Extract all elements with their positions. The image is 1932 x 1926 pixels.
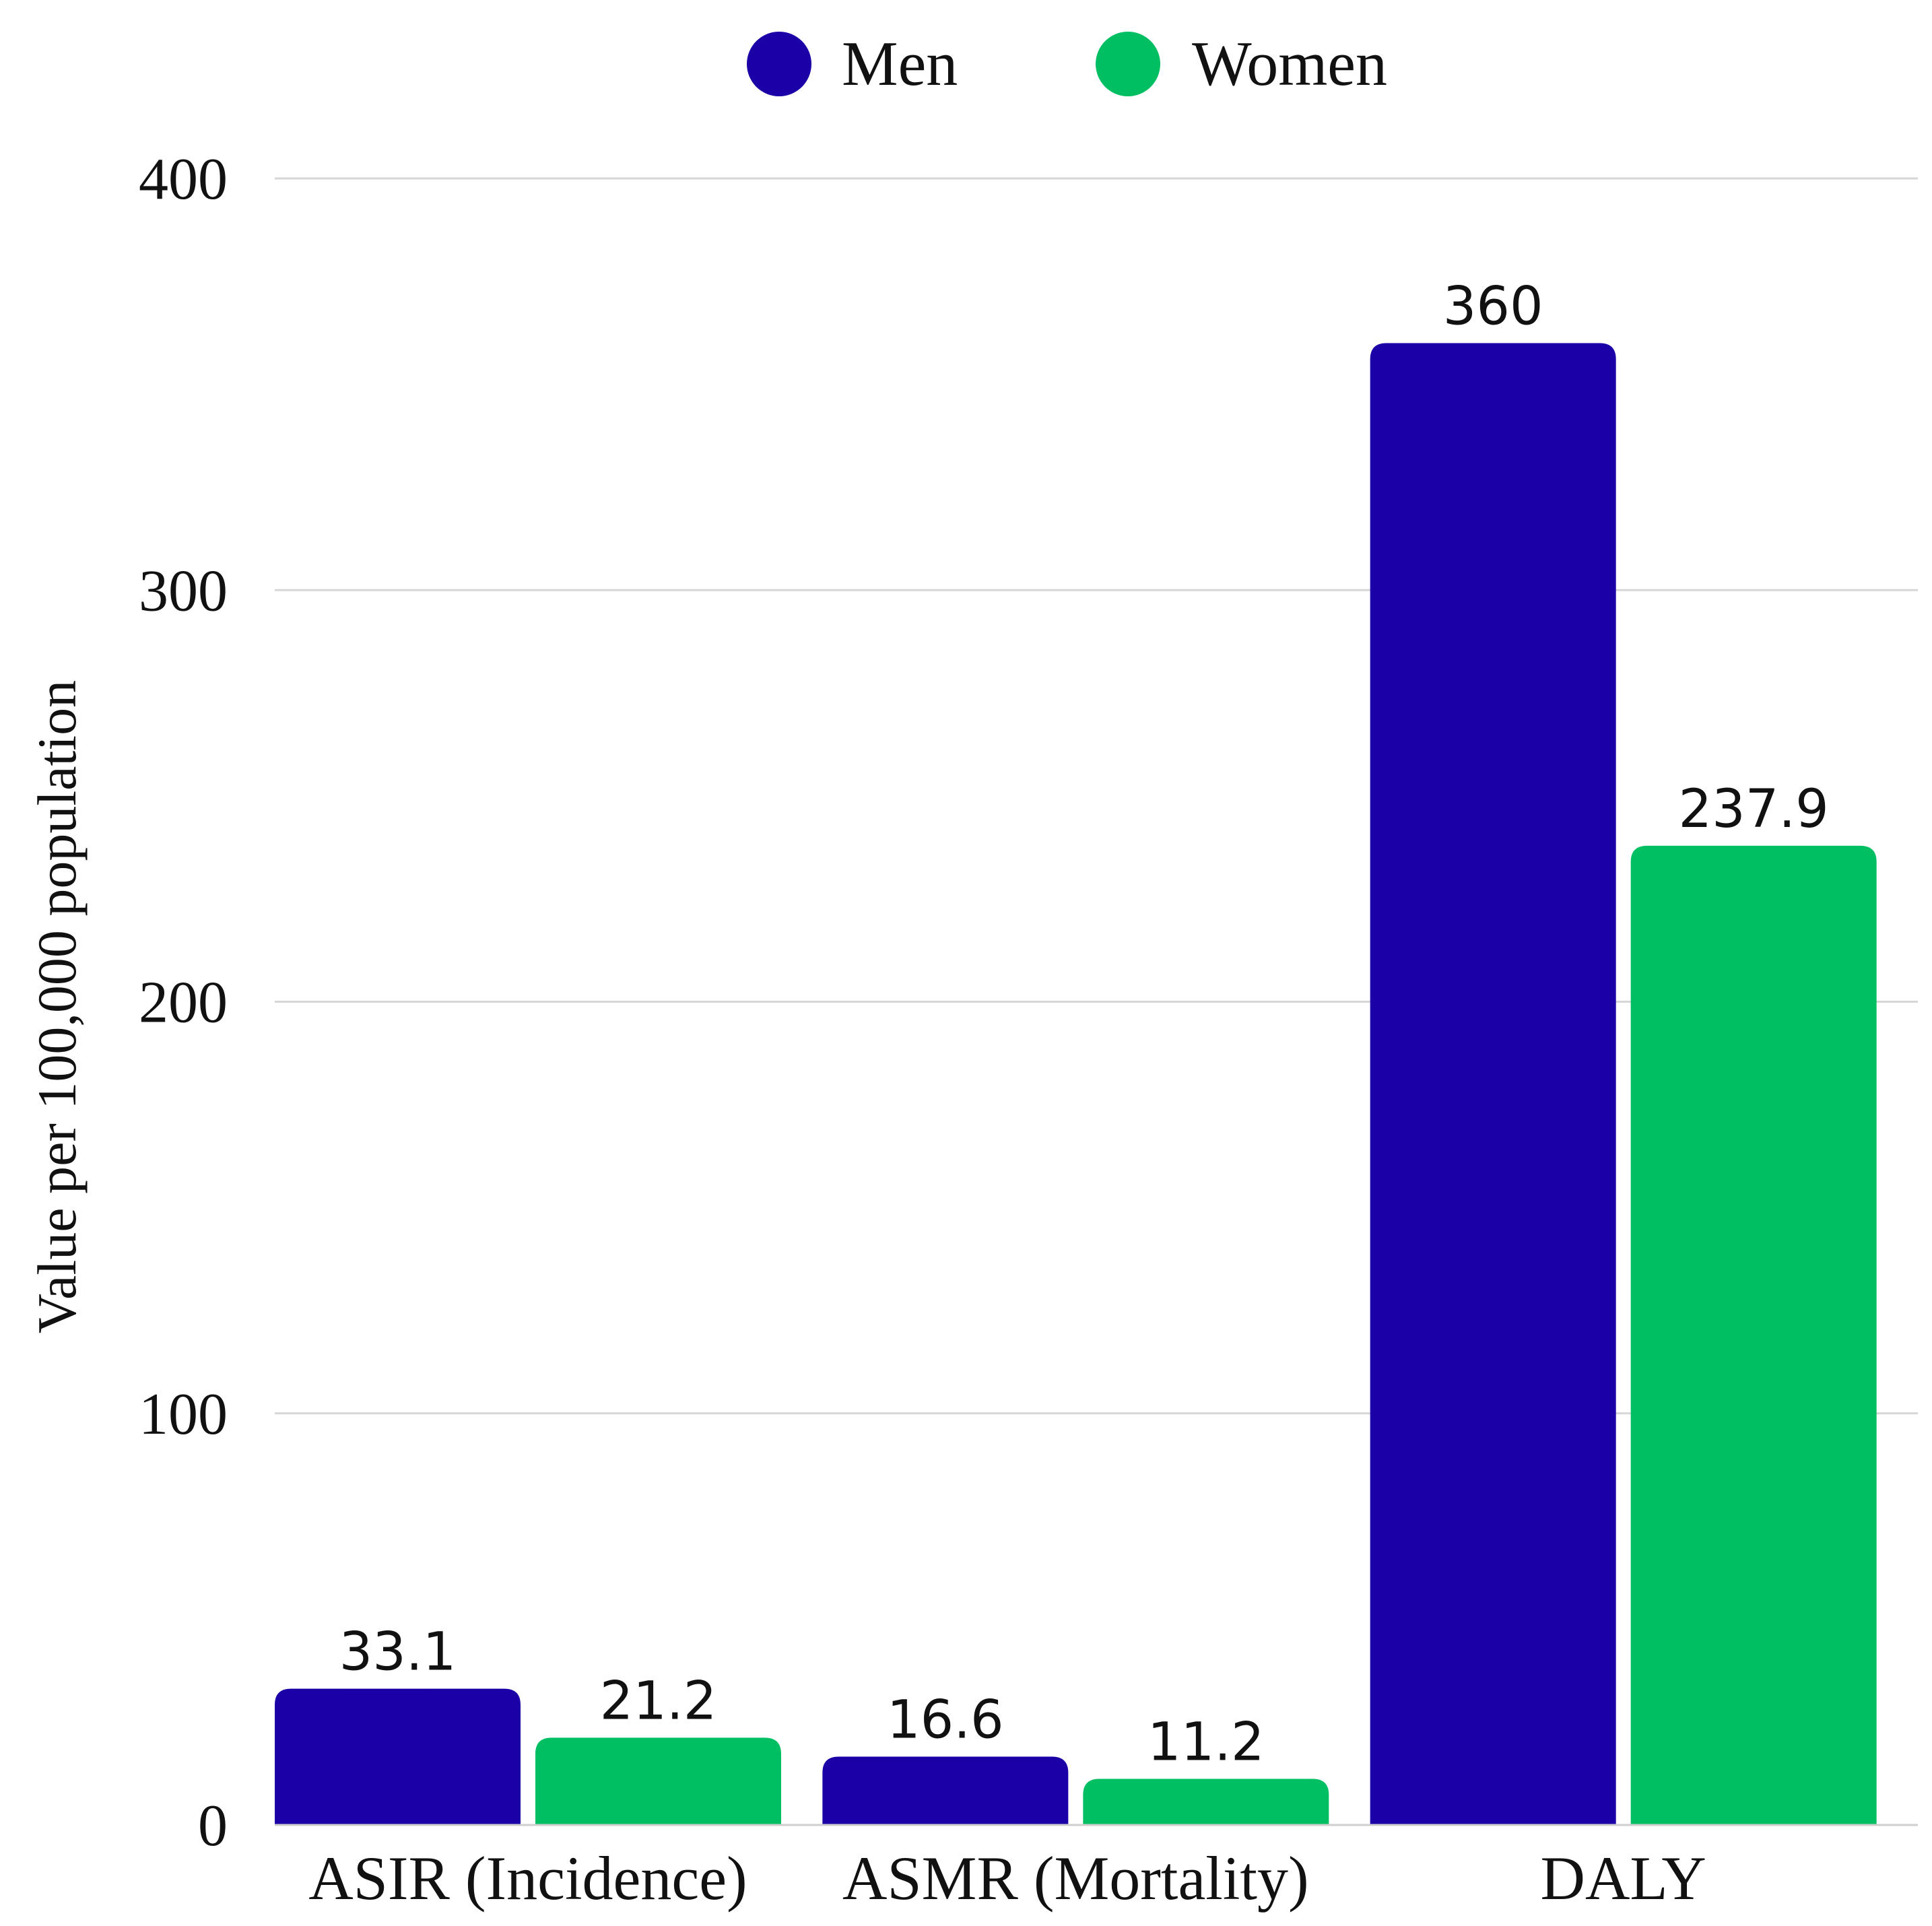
x-axis-ticks: ASIR (Incidence) ASMR (Mortality) DALY xyxy=(308,1844,1706,1913)
data-label-men-asir-incidence: 33.1 xyxy=(339,1622,457,1683)
data-label-men-asmr-mortality: 16.6 xyxy=(887,1690,1004,1751)
y-tick-label: 0 xyxy=(198,1793,228,1859)
y-tick-label: 400 xyxy=(139,147,228,212)
bar-women-daly[interactable] xyxy=(1630,845,1877,1825)
data-labels: 33.1 21.2 16.6 11.2 360 237.9 xyxy=(339,277,1829,1773)
bar-women-asmr-mortality[interactable] xyxy=(1083,1779,1329,1825)
x-tick-label-asir-incidence: ASIR (Incidence) xyxy=(308,1844,747,1913)
data-label-women-asmr-mortality: 11.2 xyxy=(1147,1713,1265,1773)
y-tick-label: 100 xyxy=(139,1382,228,1447)
x-tick-label-daly: DALY xyxy=(1541,1844,1706,1913)
bar-men-asir-incidence[interactable] xyxy=(275,1688,521,1825)
y-axis-label: Value per 100,000 population xyxy=(26,680,88,1333)
legend-item-women[interactable]: Women xyxy=(1096,29,1387,99)
data-label-women-daly: 237.9 xyxy=(1679,779,1829,840)
y-axis-ticks: 0 100 200 300 400 xyxy=(139,147,228,1859)
bar-women-asir-incidence[interactable] xyxy=(535,1737,781,1825)
legend-label-men: Men xyxy=(842,29,958,99)
y-tick-label: 200 xyxy=(139,970,228,1036)
legend-label-women: Women xyxy=(1192,29,1387,99)
legend: Men Women xyxy=(747,29,1387,99)
x-tick-label-asmr-mortality: ASMR (Mortality) xyxy=(842,1844,1309,1913)
data-label-men-daly: 360 xyxy=(1443,277,1543,337)
bars xyxy=(275,343,1877,1826)
legend-item-men[interactable]: Men xyxy=(747,29,958,99)
y-tick-label: 300 xyxy=(139,558,228,624)
bar-men-asmr-mortality[interactable] xyxy=(822,1756,1069,1825)
legend-marker-men xyxy=(747,32,811,96)
legend-marker-women xyxy=(1096,32,1160,96)
bar-men-daly[interactable] xyxy=(1370,343,1616,1826)
data-label-women-asir-incidence: 21.2 xyxy=(600,1671,717,1731)
